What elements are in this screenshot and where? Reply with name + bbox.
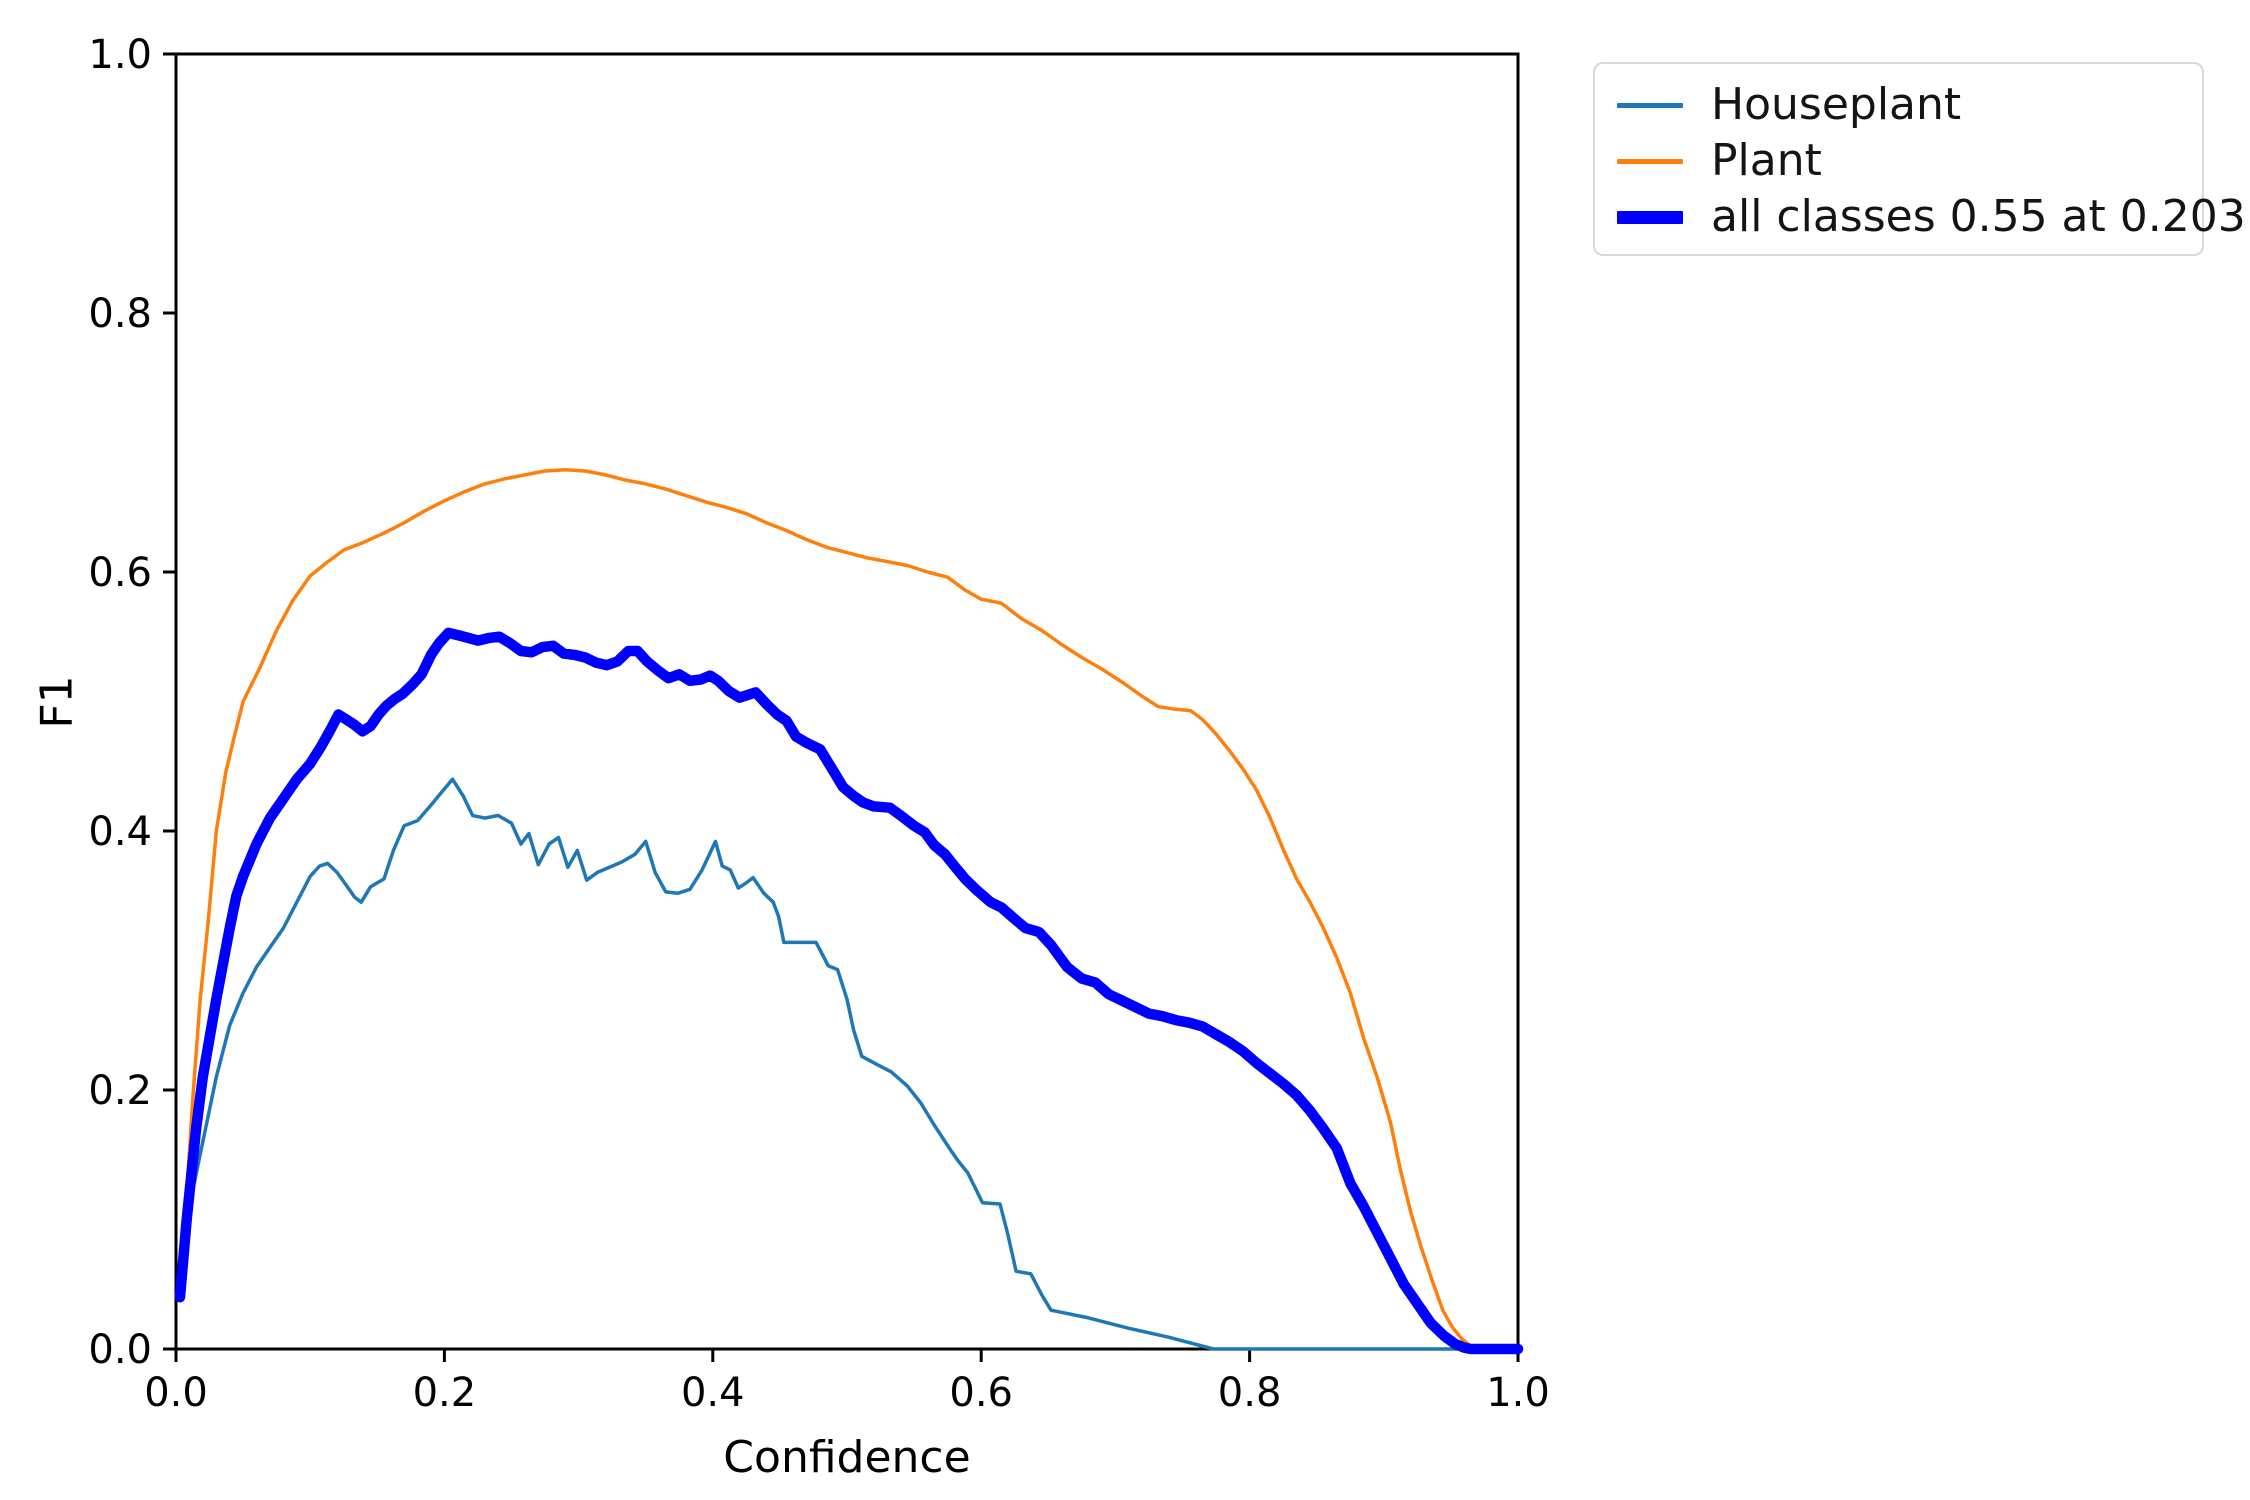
x-tick-label: 0.2 bbox=[413, 1370, 477, 1416]
axis-tick-labels: 0.0 0.2 0.4 0.6 0.8 1.0 0.0 0.2 0.4 0.6 0.8 1.0 bbox=[88, 32, 1549, 1416]
x-axis-label: Confidence bbox=[723, 1432, 971, 1483]
legend-line-all-classes-icon bbox=[1617, 210, 1683, 224]
x-tick-label: 0.8 bbox=[1218, 1370, 1282, 1416]
y-tick-label: 0.2 bbox=[88, 1068, 152, 1114]
legend-row-plant: Plant bbox=[1617, 133, 2202, 189]
series-line-plant bbox=[178, 467, 1520, 1351]
legend-row-all-classes: all classes 0.55 at 0.203 bbox=[1617, 189, 2246, 245]
plot-frame bbox=[174, 52, 1520, 1351]
legend-line-plant-icon bbox=[1617, 158, 1683, 164]
series-line-houseplant bbox=[178, 777, 1520, 1351]
x-tick-label: 0.4 bbox=[681, 1370, 745, 1416]
y-tick-label: 0.6 bbox=[88, 550, 152, 596]
plot-border bbox=[174, 52, 1520, 1351]
legend-line-houseplant-icon bbox=[1617, 102, 1683, 108]
y-tick-label: 0.4 bbox=[88, 809, 152, 855]
legend-label-houseplant: Houseplant bbox=[1711, 79, 1962, 130]
axis-ticks bbox=[163, 52, 1520, 1362]
x-tick-label: 0.0 bbox=[144, 1370, 208, 1416]
y-tick-label: 0.8 bbox=[88, 291, 152, 337]
y-tick-label: 1.0 bbox=[88, 32, 152, 78]
y-axis-label: F1 bbox=[31, 675, 83, 729]
x-tick-label: 1.0 bbox=[1486, 1370, 1550, 1416]
legend-label-plant: Plant bbox=[1711, 135, 1822, 186]
series-line-all-classes bbox=[174, 627, 1524, 1355]
series-lines bbox=[174, 467, 1524, 1355]
legend-label-all-classes: all classes 0.55 at 0.203 bbox=[1711, 191, 2246, 242]
y-tick-label: 0.0 bbox=[88, 1327, 152, 1373]
x-tick-label: 0.6 bbox=[949, 1370, 1013, 1416]
legend: Houseplant Plant all classes 0.55 at 0.2… bbox=[1593, 62, 2246, 256]
legend-row-houseplant: Houseplant bbox=[1617, 77, 2202, 133]
